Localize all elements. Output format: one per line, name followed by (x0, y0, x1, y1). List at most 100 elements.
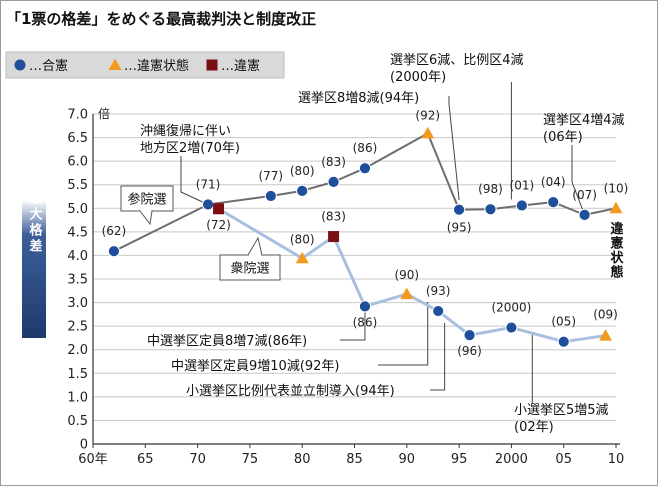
series-0-point-6 (421, 126, 435, 139)
x-tick-label-6: 90 (399, 452, 416, 467)
series-1-point-label-1: (80) (290, 232, 315, 246)
chart-title: 「1票の格差」をめぐる最高裁判決と制度改正 (6, 10, 316, 28)
series-0-point-label-10: (04) (541, 175, 566, 189)
series-1-point-5 (432, 304, 445, 318)
series-0-point-9 (515, 199, 528, 212)
annotation-leader-upper4 (571, 145, 586, 216)
series-1-point-label-3: (86) (353, 315, 378, 329)
y-tick-label-4: 2.0 (67, 343, 88, 358)
series-1-point-2 (328, 231, 340, 243)
legend-marker-2 (206, 59, 218, 71)
series-0-point-label-8: (98) (478, 182, 503, 196)
y-tick-label-12: 6.0 (67, 155, 88, 170)
y-tick-label-13: 6.5 (67, 131, 88, 146)
y-axis-label: 最大格差 (27, 191, 43, 255)
series-1-point-label-0: (72) (206, 218, 231, 232)
series-0-point-4 (327, 175, 340, 188)
series-0-point-label-0: (62) (102, 224, 127, 238)
annotation-upper4-line-0: 選挙区4増4減 (543, 112, 625, 128)
y-tick-label-9: 4.5 (67, 225, 88, 240)
annotation-lower86-line-0: 中選挙区定員8増7減(86年) (147, 333, 307, 349)
legend-label-2: …違憲 (221, 58, 260, 74)
annotation-status2010-line-1: 憲 (609, 236, 623, 252)
series-0-point-8 (484, 203, 497, 216)
annotation-lower94-line-0: 小選挙区比例代表並立制導入(94年) (186, 384, 395, 399)
legend-label-0: …合憲 (29, 58, 68, 74)
y-tick-label-8: 4.0 (67, 249, 88, 264)
series-1-point-label-7: (2000) (491, 301, 531, 315)
series-0-point-label-3: (80) (290, 164, 315, 178)
axes (92, 114, 620, 445)
point-labels: (62) (71) (77) (80) (83) (86) (92) (95) (98) (01)… (102, 108, 629, 358)
ylabel-band (22, 200, 46, 338)
callout-tail-1 (247, 236, 263, 256)
x-tick-label-5: 85 (346, 452, 363, 467)
annotation-leader-lower94 (430, 323, 446, 391)
annotation-leader-lower86 (340, 306, 366, 341)
y-tick-label-14: 7.0 (67, 108, 88, 123)
series-1-point-8 (557, 335, 570, 348)
x-tick-label-4: 80 (294, 452, 311, 467)
y-tick-label-11: 5.5 (67, 178, 88, 193)
series-1-point-0 (213, 203, 225, 215)
y-tick-label-7: 3.5 (67, 273, 88, 288)
annotation-leaders (180, 82, 586, 404)
series-0-point-11 (578, 208, 591, 221)
series-0-point-2 (264, 189, 277, 203)
callout-tail-0 (139, 210, 153, 226)
legend-marker-1 (108, 58, 122, 70)
series-1-point-label-6: (96) (457, 344, 482, 358)
legend-label-1: …違憲状態 (124, 58, 189, 74)
series-1-point-label-2: (83) (321, 210, 346, 224)
annotation-leader-lower92 (378, 302, 429, 366)
y-tick-label-0: 0 (80, 438, 88, 453)
callout-label-0: 参院選 (127, 192, 166, 208)
x-tick-label-1: 65 (137, 452, 154, 467)
y-tick-label-2: 1.0 (67, 390, 88, 405)
series-0-point-3 (296, 184, 309, 197)
legend-marker-0 (14, 59, 26, 71)
annotation-upper4-line-1: (06年) (543, 130, 583, 145)
callout-box-1 (219, 254, 281, 281)
series-line-1 (217, 207, 606, 344)
series-0-point-label-9: (01) (510, 178, 535, 192)
x-tick-label-2: 70 (189, 452, 206, 467)
series-1-point-4 (400, 287, 414, 300)
x-tick-label-7: 95 (451, 452, 468, 467)
x-tick-label-10: 10 (608, 452, 625, 467)
annotation-upper6-line-0: 選挙区6減、比例区4減 (390, 52, 524, 68)
annotation-status2010-line-2: 状 (610, 250, 624, 266)
y-tick-label-6: 3.0 (67, 296, 88, 311)
x-tick-label-3: 75 (242, 452, 259, 467)
annotation-lower02-line-1: (02年) (514, 420, 554, 435)
series-1-point-6 (463, 329, 476, 342)
series-0-point-1 (201, 198, 215, 211)
annotation-lower02-line-0: 小選挙区5増5減 (514, 402, 609, 418)
y-tick-label-10: 5.0 (67, 202, 88, 217)
callout-label-1: 衆院選 (230, 261, 269, 277)
annotation-upper8-line-0: 選挙区8増8減(94年) (298, 90, 419, 106)
annotation-upper6-line-1: (2000年) (390, 70, 446, 85)
y-unit-label: 倍 (98, 106, 110, 121)
series-0-point-label-1: (71) (196, 178, 221, 192)
callout-box-0 (120, 185, 174, 212)
series-0-point-label-5: (86) (353, 141, 378, 155)
series-1-point-label-5: (93) (426, 284, 451, 298)
series-0-point-label-4: (83) (321, 155, 346, 169)
series-markers (107, 126, 623, 348)
x-tick-label-8: 2000 (495, 452, 528, 467)
x-tick-label-9: 05 (555, 452, 572, 467)
annotation-leader-okinawa (180, 156, 209, 205)
series-0-point-label-12: (10) (604, 181, 629, 195)
annotation-lower92-line-0: 中選挙区定員9増10減(92年) (171, 358, 340, 374)
series-0-point-5 (358, 162, 372, 175)
series-0-point-label-6: (92) (415, 108, 440, 122)
tick-labels: 0 0.5 1.0 1.5 2.0 2.5 3.0 3.5 4.0 4.5 5.0 5.5 6.0 6.5… (67, 106, 624, 467)
series-1-point-3 (358, 300, 372, 313)
series-0-point-7 (453, 203, 466, 216)
series-0-point-label-11: (07) (572, 188, 597, 202)
